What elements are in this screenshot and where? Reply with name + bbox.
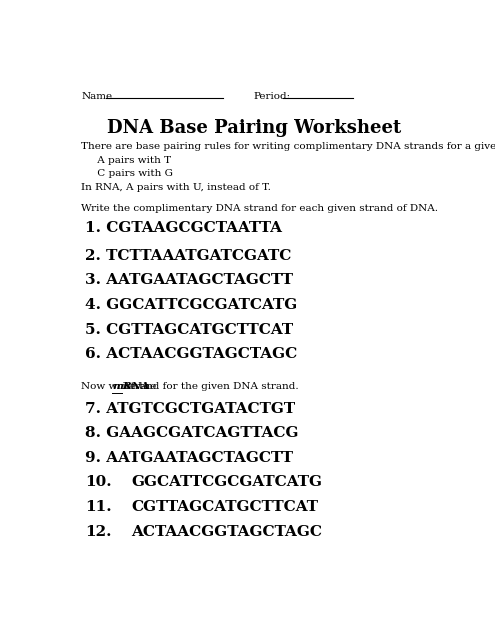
Text: C pairs with G: C pairs with G [81, 170, 173, 179]
Text: In RNA, A pairs with U, instead of T.: In RNA, A pairs with U, instead of T. [81, 183, 271, 192]
Text: 12.: 12. [85, 525, 111, 539]
Text: 3. AATGAATAGCTAGCTT: 3. AATGAATAGCTAGCTT [85, 273, 293, 287]
Text: 10.: 10. [85, 476, 111, 490]
Text: 2. TCTTAAATGATCGATC: 2. TCTTAAATGATCGATC [85, 249, 291, 263]
Text: 1. CGTAAGCGCTAATTA: 1. CGTAAGCGCTAATTA [85, 221, 282, 235]
Text: Period:: Period: [253, 92, 291, 100]
Text: 4. GGCATTCGCGATCATG: 4. GGCATTCGCGATCATG [85, 298, 297, 312]
Text: GGCATTCGCGATCATG: GGCATTCGCGATCATG [131, 476, 322, 490]
Text: 11.: 11. [85, 500, 111, 514]
Text: A pairs with T: A pairs with T [81, 156, 171, 164]
Text: Name: Name [81, 92, 112, 100]
Text: ACTAACGGTAGCTAGC: ACTAACGGTAGCTAGC [131, 525, 322, 539]
Text: 7. ATGTCGCTGATACTGT: 7. ATGTCGCTGATACTGT [85, 401, 295, 415]
Text: Now write the: Now write the [81, 382, 160, 391]
Text: strand for the given DNA strand.: strand for the given DNA strand. [122, 382, 298, 391]
Text: DNA Base Pairing Worksheet: DNA Base Pairing Worksheet [106, 118, 401, 137]
Text: There are base pairing rules for writing complimentary DNA strands for a given s: There are base pairing rules for writing… [81, 142, 495, 151]
Text: 6. ACTAACGGTAGCTAGC: 6. ACTAACGGTAGCTAGC [85, 348, 297, 362]
Text: CGTTAGCATGCTTCAT: CGTTAGCATGCTTCAT [131, 500, 318, 514]
Text: 5. CGTTAGCATGCTTCAT: 5. CGTTAGCATGCTTCAT [85, 323, 293, 337]
Text: 8. GAAGCGATCAGTTACG: 8. GAAGCGATCAGTTACG [85, 426, 298, 440]
Text: Write the complimentary DNA strand for each given strand of DNA.: Write the complimentary DNA strand for e… [81, 204, 438, 213]
Text: 9. AATGAATAGCTAGCTT: 9. AATGAATAGCTAGCTT [85, 451, 293, 465]
Text: mRNA: mRNA [112, 382, 149, 391]
